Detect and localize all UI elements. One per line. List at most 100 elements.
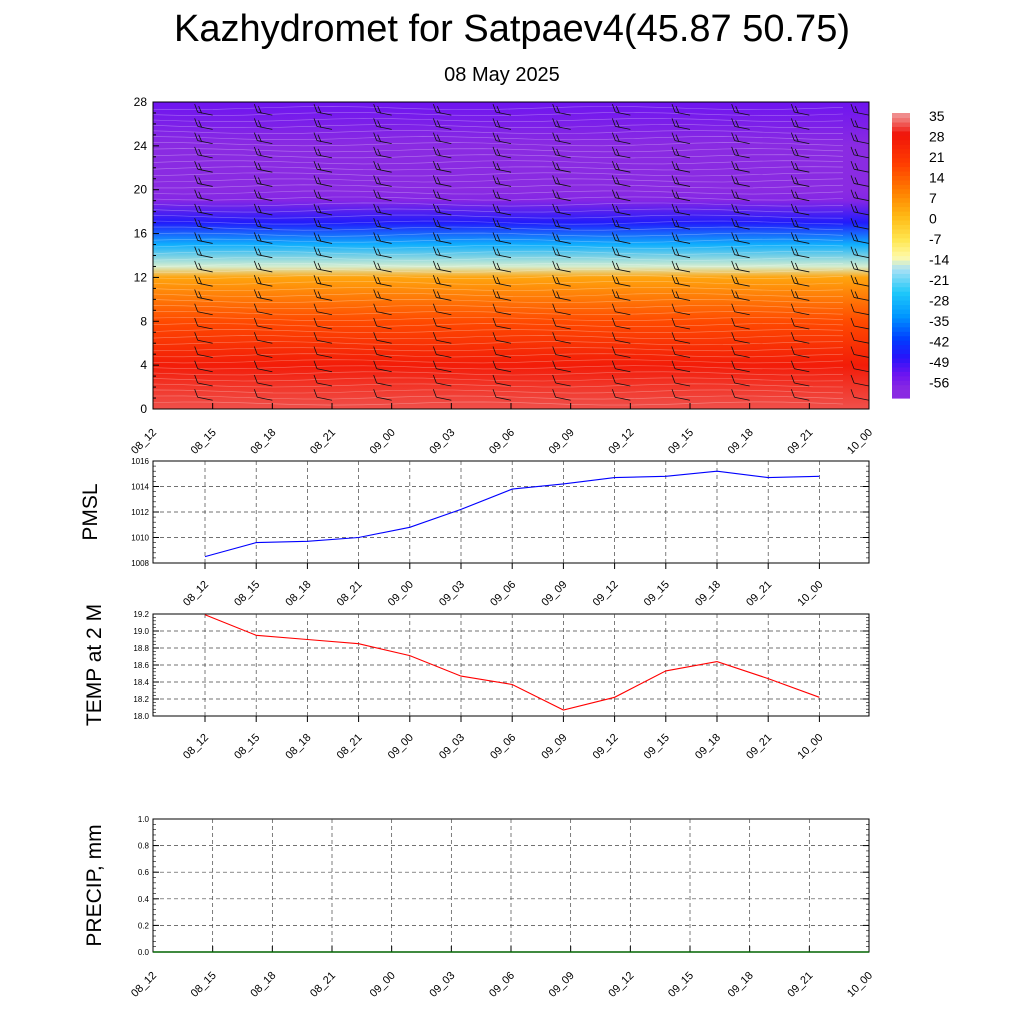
wind-barb-flag	[432, 260, 437, 270]
wind-barb-flag	[790, 275, 795, 284]
wind-barb-flag	[671, 260, 676, 270]
contour-line	[153, 178, 844, 183]
wind-barb	[495, 225, 512, 230]
wind-barb-flag	[611, 232, 616, 241]
wind-barb-flag	[492, 374, 497, 384]
colorbar-swatch	[892, 295, 910, 301]
wind-barb	[853, 311, 869, 316]
y-axis-label: TEMP at 2 M	[83, 604, 106, 726]
x-tick-label: 09_18	[693, 579, 723, 609]
wind-barb-flag	[377, 291, 382, 299]
wind-barb-flag	[615, 248, 620, 256]
wind-barb-flag	[317, 234, 322, 242]
wind-barb-flag	[552, 317, 557, 327]
x-tick-label: 08_18	[283, 579, 313, 609]
wind-barb-flag	[198, 191, 203, 199]
y-tick-label: 12	[134, 270, 148, 284]
wind-barb-flag	[496, 148, 501, 157]
wind-barb-flag	[675, 220, 680, 228]
contour-line	[153, 118, 844, 123]
wind-barb-flag	[317, 220, 322, 228]
wind-barb-flag	[317, 277, 322, 285]
wind-barb	[734, 268, 750, 273]
wind-barb	[615, 211, 631, 216]
wind-barb-flag	[377, 248, 382, 256]
wind-barb-flag	[492, 246, 497, 255]
wind-barb-flag	[373, 289, 378, 298]
wind-barb-flag	[731, 189, 736, 198]
wind-barb	[257, 111, 273, 116]
colorbar-swatch	[892, 268, 910, 274]
wind-barb-flag	[794, 134, 799, 142]
contour-line	[153, 214, 844, 219]
wind-barb	[853, 396, 869, 401]
y-tick-label: 16	[134, 227, 148, 241]
wind-barb-flag	[432, 289, 437, 298]
precip-panel: 0.0 0.2 0.4 0.6 0.8 1.0 08_12 08_15 08_18 08_21 09…	[83, 815, 875, 1000]
wind-barb-flag	[436, 234, 441, 242]
wind-barb	[495, 382, 512, 387]
wind-barb-flag	[317, 148, 322, 157]
colorbar-swatch	[892, 371, 910, 377]
x-tick-label: 09_12	[606, 970, 636, 1000]
wind-barb-flag	[854, 248, 859, 256]
x-tick-label: 08_12	[129, 970, 159, 1000]
wind-barb	[316, 311, 333, 316]
wind-barb-flag	[257, 163, 262, 171]
wind-barb-flag	[556, 234, 561, 242]
wind-barb-flag	[675, 291, 680, 299]
wind-barb-flag	[731, 118, 736, 127]
wind-barb	[555, 254, 571, 259]
wind-barb	[495, 282, 512, 287]
wind-barb	[734, 111, 750, 116]
contour-line	[153, 202, 844, 207]
wind-barb-flag	[790, 303, 795, 312]
wind-barb-flag	[731, 132, 736, 141]
contour-line	[153, 106, 844, 110]
wind-barb	[376, 240, 392, 244]
wind-barb-flag	[194, 332, 199, 341]
wind-barb-flag	[492, 317, 497, 327]
wind-barb	[853, 211, 869, 216]
contour-line	[153, 335, 844, 340]
wind-barb-flag	[794, 291, 799, 299]
wind-barb	[257, 225, 273, 230]
wind-barb	[376, 297, 392, 301]
wind-barb-flag	[135, 204, 138, 212]
y-tick-label: 0.0	[138, 948, 150, 957]
wind-barb-flag	[253, 346, 258, 355]
wind-barb-flag	[253, 246, 258, 255]
x-tick-label: 09_03	[437, 579, 467, 609]
x-tick-label: 09_03	[427, 427, 457, 457]
wind-barb-flag	[671, 146, 676, 156]
wind-barb	[615, 382, 631, 387]
wind-barb	[316, 197, 333, 202]
wind-barb-flag	[552, 332, 557, 341]
wind-barb	[853, 254, 869, 259]
wind-barb	[555, 183, 571, 187]
wind-barb	[495, 297, 512, 301]
wind-barb-flag	[432, 303, 437, 312]
x-tick-label: 08_12	[129, 427, 159, 457]
wind-barb-flag	[139, 120, 142, 127]
wind-barb-flag	[313, 232, 318, 241]
colorbar-swatch	[892, 277, 910, 283]
wind-barb-flag	[731, 260, 736, 270]
wind-barb	[734, 325, 750, 330]
wind-barb	[376, 126, 392, 130]
wind-barb-flag	[496, 105, 501, 114]
wind-barb-flag	[671, 189, 676, 198]
wind-barb-flag	[850, 317, 855, 327]
wind-barb-flag	[854, 291, 859, 299]
wind-barb-flag	[432, 218, 437, 227]
wind-barb-flag	[377, 177, 382, 185]
contour-line	[153, 371, 844, 376]
y-axis-label: PMSL	[79, 483, 102, 540]
wind-barb-flag	[253, 289, 258, 298]
wind-barb-flag	[790, 161, 795, 170]
colorbar-swatch	[892, 117, 910, 123]
wind-barb	[615, 325, 631, 330]
wind-barb	[615, 396, 631, 401]
wind-barb-flag	[373, 132, 378, 141]
y-tick-label: 24	[134, 139, 148, 153]
